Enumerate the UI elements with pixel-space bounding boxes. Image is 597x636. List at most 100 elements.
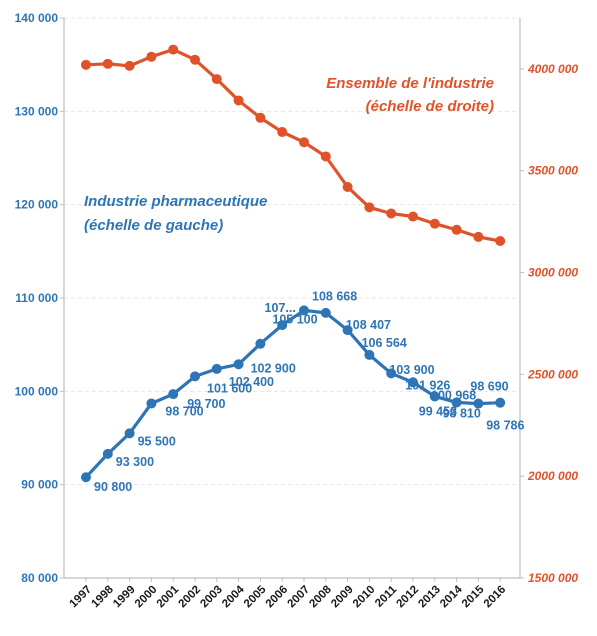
right-tick-label: 4000 000 [527,62,578,76]
data-point [81,472,91,483]
data-point [451,397,462,408]
x-tick-label: 2014 [438,583,465,610]
data-point [102,58,113,69]
x-tick-label: 2004 [220,583,247,610]
data-point [102,448,113,459]
data-point [124,428,135,439]
x-tick-label: 2002 [177,584,204,611]
data-point [277,127,288,138]
data-point [429,218,440,229]
data-label: 107... [265,301,296,315]
data-point [190,371,200,382]
right-tick-label: 3000 000 [528,266,578,280]
x-tick-label: 1999 [111,584,138,611]
data-point [233,359,244,370]
data-point [168,389,179,400]
series [81,44,506,483]
right-tick-label: 1500 000 [528,571,578,585]
left-tick-label: 80 000 [21,571,58,585]
data-point [81,59,91,70]
x-tick-label: 2016 [482,584,509,611]
data-point [277,320,288,331]
data-point [386,368,397,379]
data-point [320,307,331,318]
left-axis-ticks: 80 000 90 000 100 000 110 000 120 000 130 000… [15,11,64,585]
left-tick-label: 100 000 [15,384,59,398]
data-point [190,54,200,65]
x-tick-label: 2008 [307,583,334,610]
data-point [495,235,506,246]
gridlines [64,17,520,486]
data-label: 105 100 [272,313,317,327]
x-tick-label: 2009 [329,584,356,611]
x-tick-label: 2003 [198,584,225,611]
left-tick-label: 110 000 [15,291,58,305]
data-point [255,338,266,349]
data-point [168,44,179,55]
data-point [146,51,157,62]
x-tick-label: 1997 [68,584,95,611]
x-tick-label: 2000 [133,584,160,611]
right-tick-label: 2500 000 [527,367,578,381]
series-pharma [81,305,506,483]
series-industry [81,44,506,246]
x-tick-label: 2015 [460,583,487,610]
pharma-annotation-line2: (échelle de gauche) [84,217,223,234]
data-label: 101 926 [405,378,450,392]
data-point [211,363,222,374]
data-point [320,151,331,162]
data-label: 93 300 [116,455,154,469]
data-point [364,349,375,360]
x-tick-label: 1998 [89,583,116,610]
data-label: 103 900 [389,363,434,377]
data-point [408,211,418,222]
data-label: 90 800 [94,480,132,494]
data-point [364,202,375,213]
x-tick-label: 2012 [395,584,422,611]
data-point [233,95,244,106]
x-tick-label: 2010 [351,584,378,611]
data-point [211,74,222,85]
data-point [255,112,266,123]
industry-annotation-line1: Ensemble de l'industrie [326,75,494,92]
data-point [495,397,506,408]
x-tick-label: 2013 [416,584,443,611]
x-tick-label: 2001 [155,583,182,610]
data-label: 106 564 [362,336,407,350]
data-point [342,182,353,193]
data-point [473,231,484,242]
x-tick-label: 2011 [373,583,400,610]
right-tick-label: 2000 000 [527,469,578,483]
data-label: 99 453 [419,404,457,418]
right-tick-label: 3500 000 [528,164,578,178]
data-point [299,305,309,316]
data-point [299,137,309,148]
data-label: 99 700 [187,397,225,411]
left-tick-label: 130 000 [15,104,59,118]
data-point [342,325,353,336]
data-point [451,224,462,235]
x-axis-ticks: 1997199819992000200120022003200420052006… [68,578,509,611]
data-label: 108 668 [312,289,357,303]
data-point [473,398,484,409]
data-label: 100 968 [431,388,476,402]
data-label: 98 700 [165,404,203,418]
left-tick-label: 120 000 [15,198,59,212]
data-label: 108 407 [346,318,391,332]
pharma-annotation-line1: Industrie pharmaceutique [84,193,267,210]
data-point [429,391,440,402]
data-label: 98 786 [486,419,524,433]
data-label: 98 810 [443,406,481,420]
left-tick-label: 140 000 [15,11,59,25]
annotations: Ensemble de l'industrie (échelle de droi… [84,75,494,234]
data-label: 102 400 [229,375,274,389]
data-label: 98 690 [470,380,508,394]
x-tick-label: 2005 [242,583,269,610]
data-label: 102 900 [251,361,296,375]
data-point [408,377,418,388]
x-tick-label: 2007 [286,584,313,611]
data-point [146,398,157,409]
data-point [386,208,397,219]
data-label: 101 600 [207,381,252,395]
